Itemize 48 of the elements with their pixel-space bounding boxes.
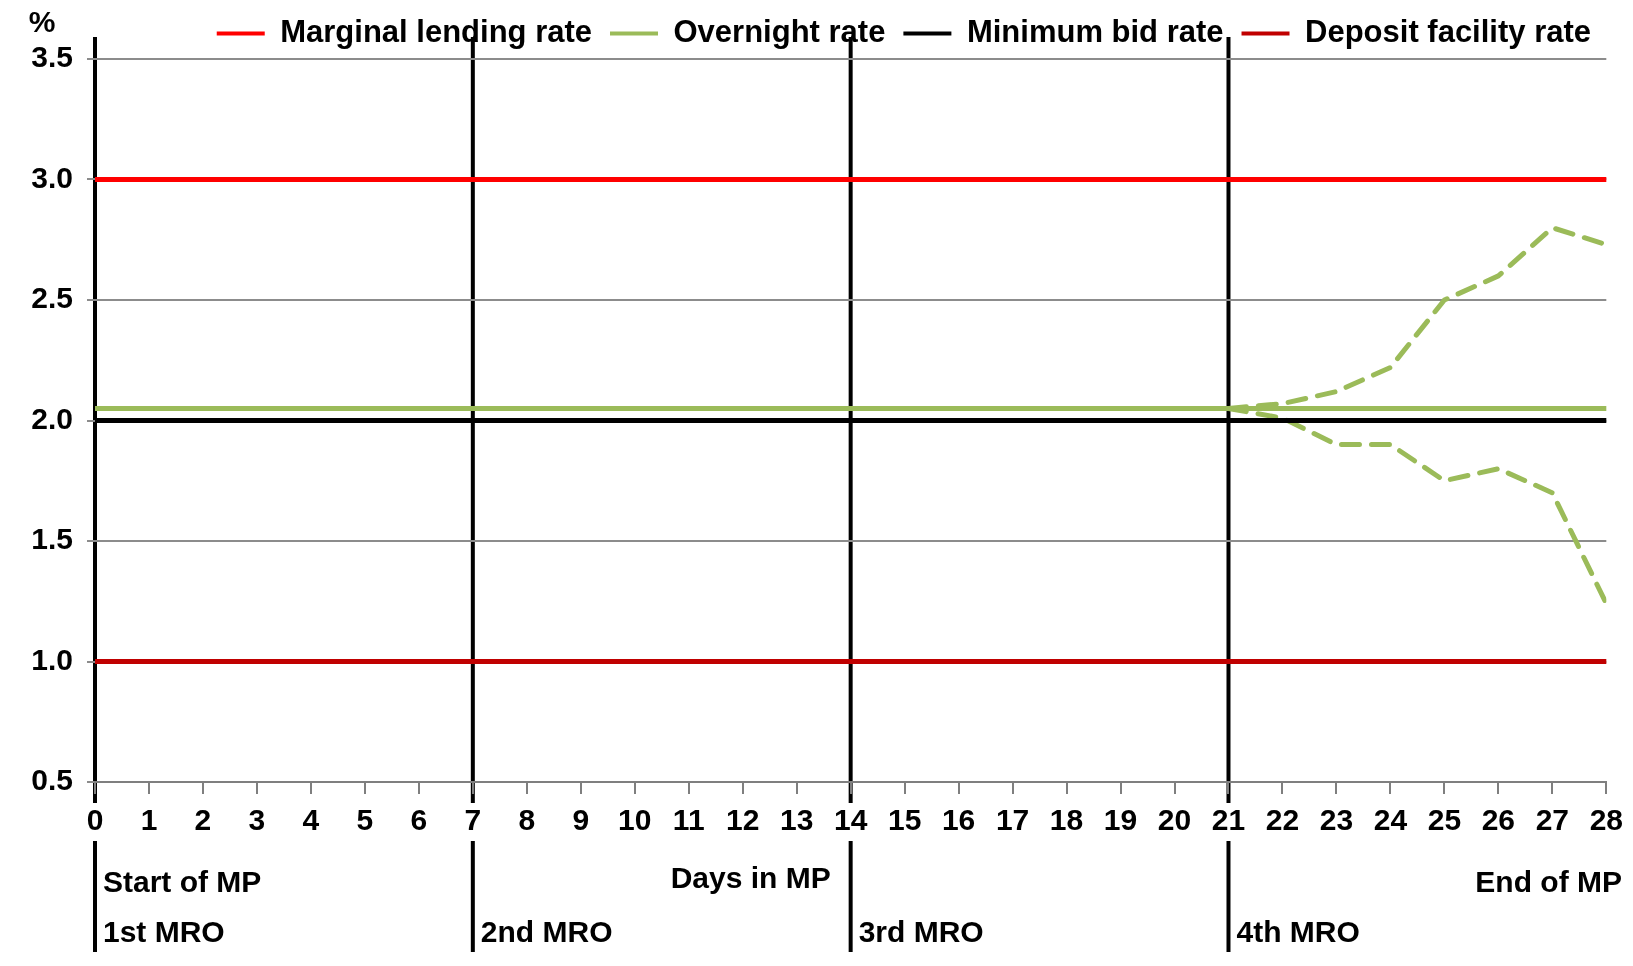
x-tick-label: 22 [1265,803,1300,837]
ref-line-label: 2nd MRO [480,915,613,949]
x-tick-label: 13 [779,803,814,837]
x-tick-label: 15 [887,803,922,837]
legend-label: Minimum bid rate [966,14,1224,50]
x-axis-title: Days in MP [670,861,831,895]
text: End of MP [1475,865,1622,899]
x-tick-label: 16 [941,803,976,837]
x-tick-label: 14 [833,803,868,837]
x-tick-label: 11 [672,803,705,837]
text: Start of MP [103,865,262,899]
x-tick-label: 12 [726,803,760,837]
y-tick-label: 2.5 [31,281,73,315]
x-tick-label: 25 [1427,803,1462,837]
y-axis-title: % [28,5,56,39]
x-tick-label: 26 [1481,803,1516,837]
x-tick-label: 8 [518,803,536,837]
x-tick-label: 3 [248,803,266,837]
y-tick-label: 3.5 [31,40,73,74]
y-tick-label: 2.0 [31,401,73,435]
legend-label: Deposit facility rate [1305,14,1592,50]
x-tick-label: 28 [1589,803,1623,837]
x-tick-label: 27 [1535,803,1570,837]
x-tick-label: 6 [410,803,428,837]
y-tick-label: 3.0 [31,160,73,194]
x-tick-label: 24 [1373,803,1408,837]
ref-line-label: 3rd MRO [858,915,984,949]
ref-line-label: 1st MRO [103,915,225,949]
ref-line-label: 4th MRO [1236,915,1360,949]
x-tick-label: 20 [1157,803,1192,837]
x-tick-label: 21 [1211,803,1246,837]
x-tick-label: 23 [1319,803,1354,837]
x-tick-label: 7 [464,803,482,837]
x-tick-label: 10 [618,803,652,837]
x-tick-label: 0 [86,803,104,837]
x-tick-label: 4 [302,803,320,837]
x-tick-label: 1 [140,803,158,837]
x-tick-label: 19 [1103,803,1138,837]
x-tick-label: 2 [194,803,212,837]
x-tick-label: 17 [995,803,1030,837]
legend-label: Overnight rate [673,14,886,50]
x-tick-label: 18 [1049,803,1084,837]
y-tick-label: 0.5 [31,763,73,797]
y-tick-label: 1.0 [31,642,73,676]
x-tick-label: 9 [572,803,590,837]
x-tick-label: 5 [356,803,374,837]
y-tick-label: 1.5 [31,522,73,556]
legend-label: Marginal lending rate [280,14,593,50]
